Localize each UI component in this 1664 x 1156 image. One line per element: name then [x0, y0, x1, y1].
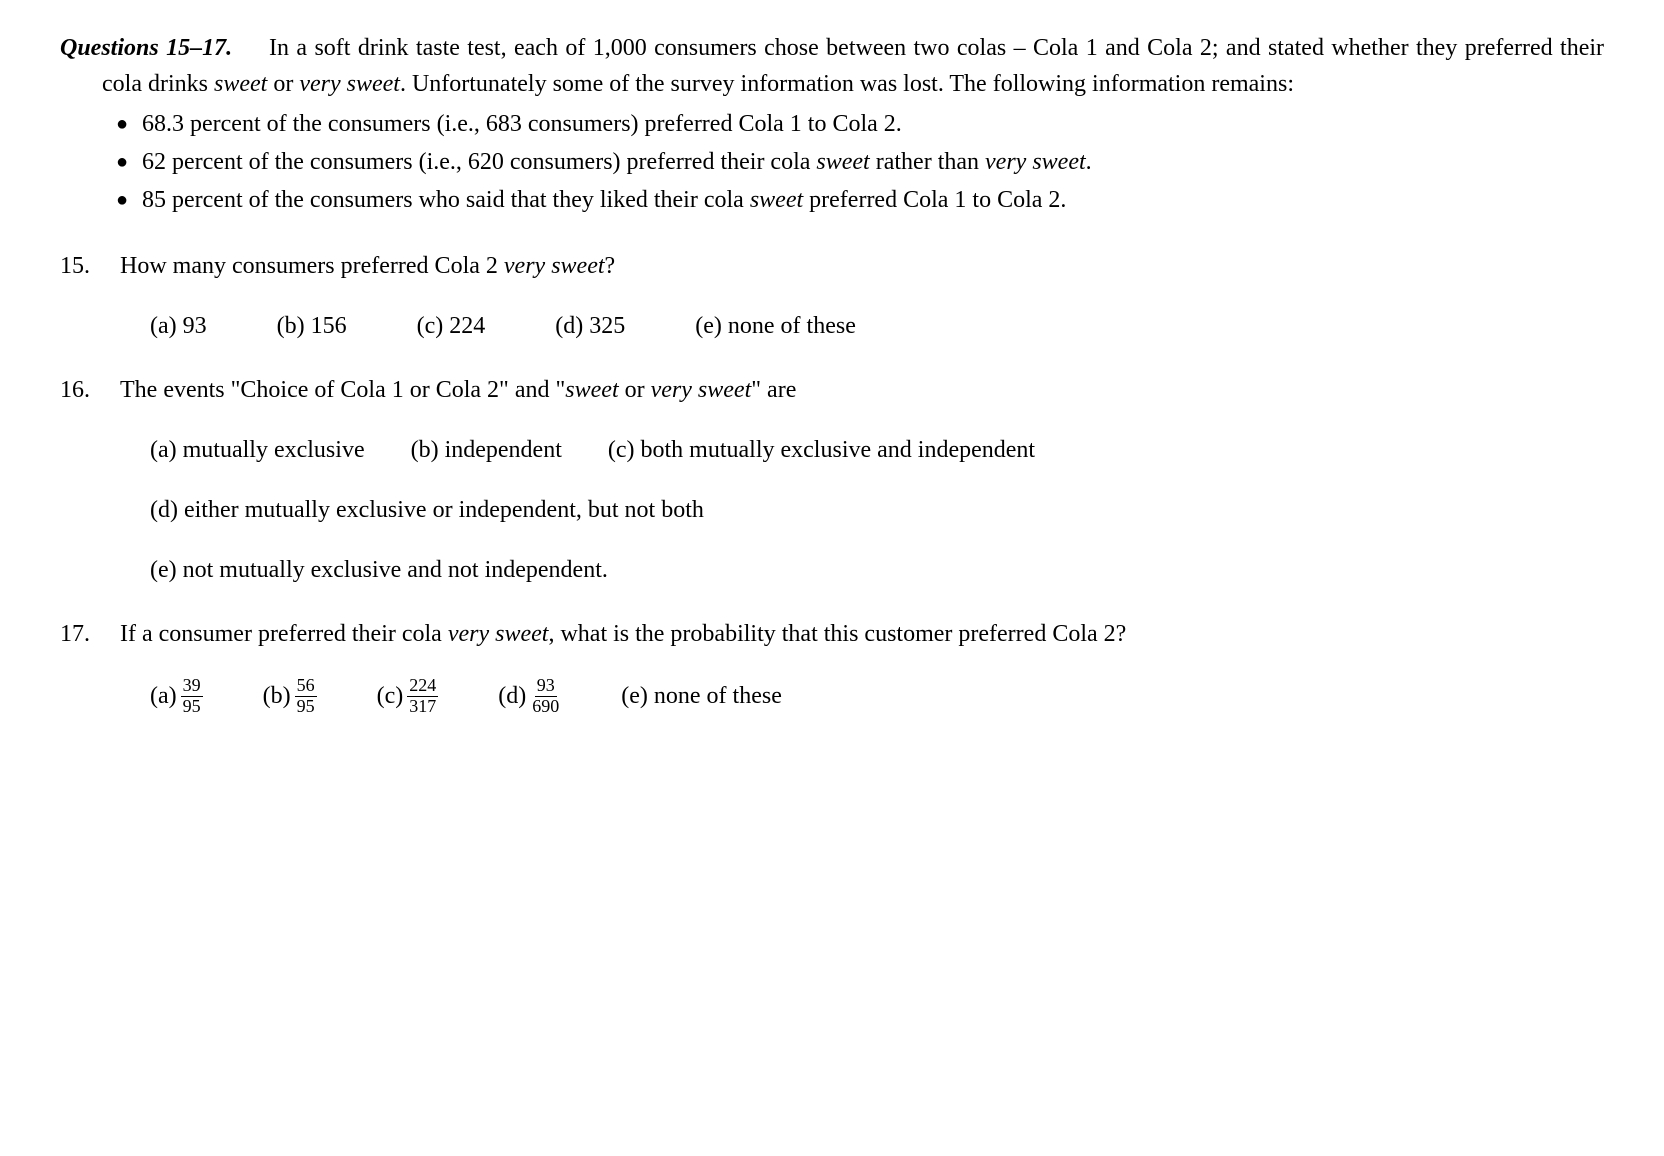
answer-e: (e) none of these: [695, 308, 856, 344]
question-number: 16.: [60, 372, 120, 408]
bullet-item: ● 85 percent of the consumers who said t…: [102, 182, 1604, 218]
intro-block: Questions 15–17. In a soft drink taste t…: [60, 30, 1604, 218]
answer-c: (c) both mutually exclusive and independ…: [608, 432, 1035, 468]
answer-e: (e) none of these: [621, 678, 782, 714]
question-17: 17. If a consumer preferred their cola v…: [60, 616, 1604, 717]
intro-body-verysweet: very sweet: [299, 71, 400, 97]
question-row: 17. If a consumer preferred their cola v…: [60, 616, 1604, 652]
fraction: 56 95: [295, 676, 317, 717]
intro-body-sweet: sweet: [214, 71, 267, 97]
fraction: 39 95: [181, 676, 203, 717]
bullet-icon: ●: [102, 106, 142, 142]
bullet-item: ● 62 percent of the consumers (i.e., 620…: [102, 144, 1604, 180]
fraction: 93 690: [530, 676, 561, 717]
bullet-text-1: 68.3 percent of the consumers (i.e., 683…: [142, 106, 1604, 142]
answers-row: (a) 93 (b) 156 (c) 224 (d) 325 (e) none …: [150, 308, 1604, 344]
answer-d: (d) 325: [555, 308, 625, 344]
answers-row-2: (d) either mutually exclusive or indepen…: [150, 492, 1604, 528]
intro-heading-label: Questions 15–17.: [60, 35, 232, 61]
question-text: The events "Choice of Cola 1 or Cola 2" …: [120, 372, 1604, 408]
answer-a: (a) mutually exclusive: [150, 432, 365, 468]
question-row: 16. The events "Choice of Cola 1 or Cola…: [60, 372, 1604, 408]
question-number: 15.: [60, 248, 120, 284]
question-number: 17.: [60, 616, 120, 652]
question-text: If a consumer preferred their cola very …: [120, 616, 1604, 652]
fraction: 224 317: [407, 676, 438, 717]
intro-heading: Questions 15–17. In a soft drink taste t…: [102, 30, 1604, 102]
question-row: 15. How many consumers preferred Cola 2 …: [60, 248, 1604, 284]
answer-e: (e) not mutually exclusive and not indep…: [150, 552, 608, 588]
bullet-list: ● 68.3 percent of the consumers (i.e., 6…: [102, 106, 1604, 218]
answer-b: (b) independent: [411, 432, 562, 468]
bullet-item: ● 68.3 percent of the consumers (i.e., 6…: [102, 106, 1604, 142]
bullet-icon: ●: [102, 144, 142, 180]
bullet-text-3: 85 percent of the consumers who said tha…: [142, 182, 1604, 218]
answer-a: (a) 93: [150, 308, 207, 344]
answer-b: (b) 156: [277, 308, 347, 344]
answer-d: (d) 93 690: [498, 676, 561, 717]
intro-body-1b: or: [267, 71, 299, 97]
bullet-text-2: 62 percent of the consumers (i.e., 620 c…: [142, 144, 1604, 180]
question-text: How many consumers preferred Cola 2 very…: [120, 248, 1604, 284]
answer-c: (c) 224: [417, 308, 486, 344]
answer-c: (c) 224 317: [377, 676, 439, 717]
intro-heading-text: In a soft drink taste test, each of 1,00…: [269, 35, 1026, 61]
answer-a: (a) 39 95: [150, 676, 203, 717]
bullet-icon: ●: [102, 182, 142, 218]
question-16: 16. The events "Choice of Cola 1 or Cola…: [60, 372, 1604, 588]
answer-b: (b) 56 95: [263, 676, 317, 717]
answers-row-3: (e) not mutually exclusive and not indep…: [150, 552, 1604, 588]
intro-body-1c: . Unfortunately some of the survey infor…: [400, 71, 1294, 97]
answers-row-1: (a) mutually exclusive (b) independent (…: [150, 432, 1604, 468]
answers-row: (a) 39 95 (b) 56 95 (c) 224 317 (d) 93: [150, 676, 1604, 717]
answer-d: (d) either mutually exclusive or indepen…: [150, 492, 704, 528]
question-15: 15. How many consumers preferred Cola 2 …: [60, 248, 1604, 344]
